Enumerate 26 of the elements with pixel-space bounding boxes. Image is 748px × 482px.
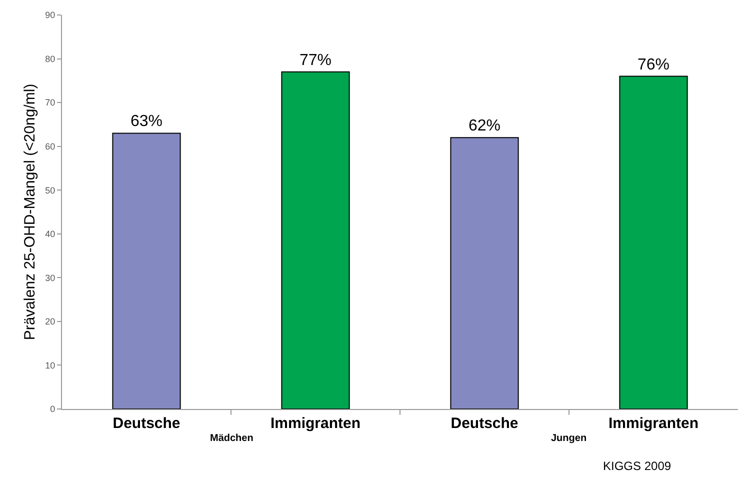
y-tick-label: 50 xyxy=(45,185,56,196)
text: Mädchen xyxy=(210,433,254,444)
bar xyxy=(450,137,519,409)
y-tick-label: 70 xyxy=(45,98,56,108)
y-tick-label: 80 xyxy=(45,54,56,64)
y-tick-label: 0 xyxy=(50,404,56,414)
y-tick-label: 90 xyxy=(45,10,56,20)
x-tick-label: Immigranten xyxy=(608,415,699,432)
text: KIGGS 2009 xyxy=(603,459,672,473)
text: Jungen xyxy=(551,433,587,444)
y-tick-label: 10 xyxy=(45,360,56,370)
data-label: 77% xyxy=(299,52,332,69)
y-tick-label: 30 xyxy=(45,272,56,283)
bar xyxy=(112,132,181,409)
y-tick-label: 60 xyxy=(45,141,56,152)
data-label: 62% xyxy=(468,118,501,135)
bar xyxy=(281,71,350,409)
x-tick-label: Deutsche xyxy=(450,415,518,432)
y-tick-label: 40 xyxy=(45,229,56,240)
x-tick-label: Immigranten xyxy=(270,415,361,432)
y-tick-label: 20 xyxy=(45,316,56,327)
y-axis-title: Prävalenz 25-OHD-Mangel (<20ng/ml) xyxy=(21,84,38,340)
data-label: 63% xyxy=(130,113,163,130)
bar xyxy=(619,76,688,409)
data-label: 76% xyxy=(637,56,670,74)
x-tick-label: Deutsche xyxy=(112,415,180,432)
